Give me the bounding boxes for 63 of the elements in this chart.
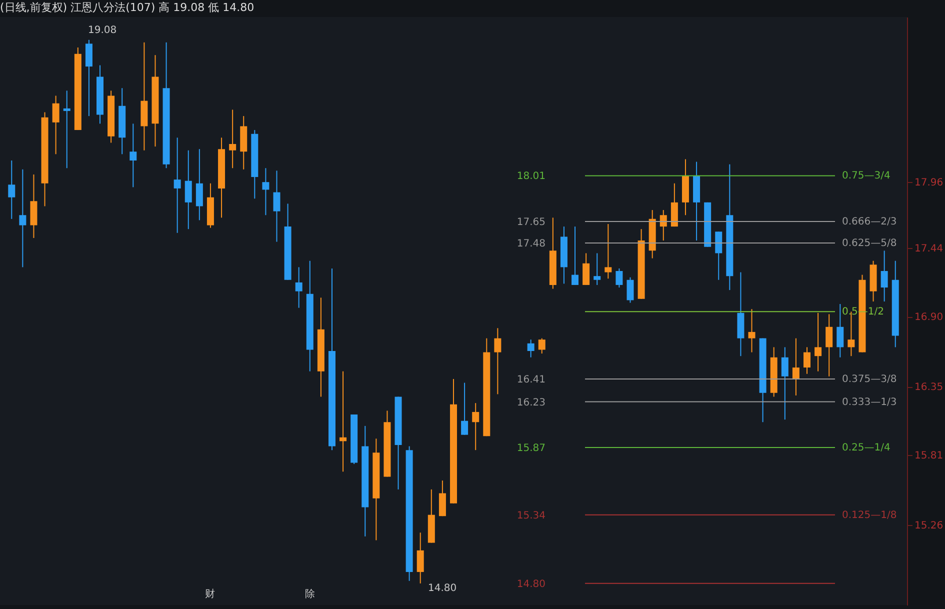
y-tick-label: 16.35 — [914, 382, 944, 394]
y2-tick-label: 14.80 — [516, 578, 546, 590]
candlestick — [792, 338, 800, 396]
candlestick — [262, 168, 270, 216]
y2-tick-label: 17.48 — [516, 238, 546, 250]
y2-tick-label: 18.01 — [516, 171, 546, 182]
y2-tick-label: 16.41 — [516, 374, 546, 386]
y2-tick-label: 16.23 — [516, 397, 546, 408]
candlestick — [660, 210, 667, 242]
y2-tick-label: 15.87 — [516, 443, 546, 454]
chart-title: (日线,前复权) 江恩八分法(107) 高 19.08 低 14.80 — [0, 1, 254, 14]
annotation: 19.08 — [88, 25, 117, 36]
candlestick — [472, 402, 480, 451]
candlestick — [130, 123, 137, 188]
candlestick — [63, 90, 70, 169]
ref-line-label: 0.125—1/8 — [842, 510, 897, 521]
candlestick — [8, 160, 16, 220]
candlestick — [604, 224, 612, 280]
annotation: 14.80 — [428, 583, 457, 594]
candlestick — [461, 382, 468, 436]
y-tick-label: 15.26 — [914, 520, 944, 532]
candlestick — [85, 39, 92, 117]
candlestick — [572, 226, 579, 286]
candlestick — [626, 276, 634, 304]
candlestick — [52, 95, 60, 155]
candlestick — [715, 231, 722, 280]
candlestick — [781, 346, 788, 420]
candlestick — [748, 308, 756, 353]
candlestick — [438, 480, 446, 517]
annotation: 财 — [205, 588, 215, 600]
candlestick — [594, 252, 601, 286]
candlestick — [196, 148, 203, 221]
candlestick — [229, 109, 236, 169]
candlestick — [804, 346, 810, 374]
candlestick — [538, 338, 546, 354]
y-tick-label: 17.96 — [914, 178, 944, 189]
candlestick — [19, 168, 26, 268]
ref-line-label: 0.625—5/8 — [842, 238, 897, 250]
candlestick — [295, 266, 302, 308]
candlestick — [340, 370, 347, 472]
ref-line-label: 0.75—3/4 — [842, 170, 890, 182]
candlestick — [582, 252, 590, 286]
y2-tick-label: 15.34 — [516, 510, 546, 522]
candlestick — [616, 268, 623, 288]
candlestick — [273, 170, 280, 242]
candlestick — [880, 250, 888, 302]
ref-line-label: 0.25—1/4 — [842, 442, 890, 454]
ref-line-label: 0.666—2/3 — [842, 216, 897, 228]
y2-tick-label: 17.65 — [516, 216, 546, 228]
y-tick-label: 17.44 — [914, 244, 944, 255]
y-tick-label: 15.81 — [914, 450, 944, 462]
ref-line-label: 0.375—3/8 — [842, 374, 897, 385]
candlestick — [527, 339, 534, 358]
annotation: 除 — [305, 588, 315, 600]
candlestick — [814, 312, 822, 372]
ref-line-label: 0.333—1/3 — [842, 396, 897, 408]
candlestick — [174, 137, 181, 234]
candlestick — [184, 150, 192, 230]
candlestick — [836, 304, 844, 358]
candlestick — [494, 328, 502, 395]
candlestick — [416, 532, 424, 584]
y-tick-label: 16.90 — [914, 312, 944, 324]
candlestick — [826, 314, 833, 377]
